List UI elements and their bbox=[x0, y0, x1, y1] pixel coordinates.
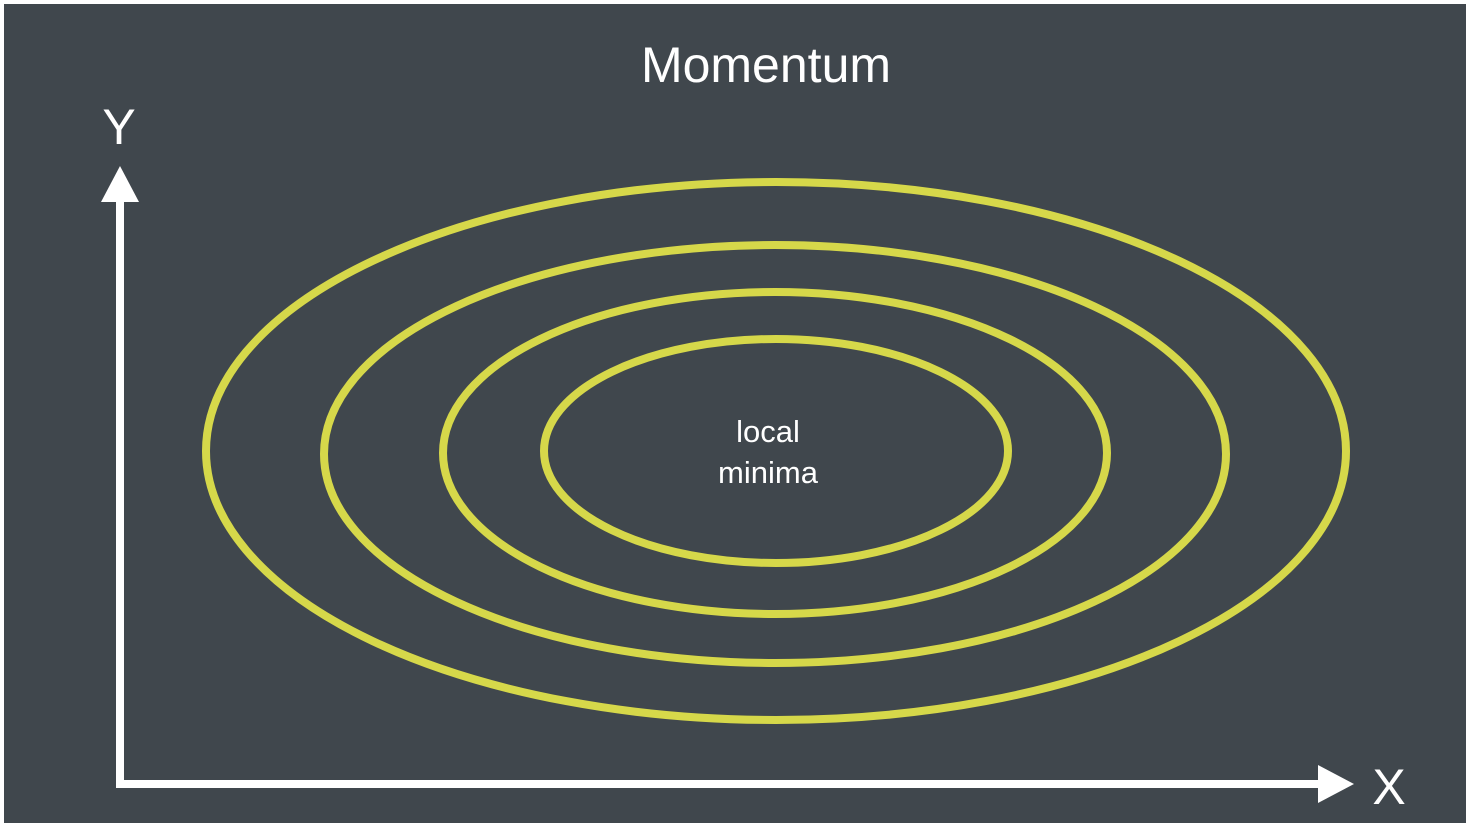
contour-ring-3 bbox=[320, 241, 1230, 667]
contour-ring-outer bbox=[202, 178, 1350, 724]
y-axis-label: Y bbox=[102, 99, 135, 155]
center-label-line2: minima bbox=[718, 455, 819, 490]
contour-group bbox=[202, 178, 1350, 724]
contour-ring-inner bbox=[540, 335, 1012, 567]
x-axis-label: X bbox=[1372, 759, 1405, 815]
x-axis: X bbox=[116, 759, 1406, 815]
diagram-title: Momentum bbox=[641, 37, 891, 93]
contour-diagram: Momentum local minima Y X bbox=[4, 4, 1466, 823]
y-axis-arrow-icon bbox=[101, 166, 139, 202]
x-axis-arrow-icon bbox=[1318, 765, 1354, 803]
y-axis: Y bbox=[101, 99, 139, 787]
center-label-line1: local bbox=[736, 414, 800, 449]
diagram-background bbox=[4, 4, 1466, 823]
contour-ring-2 bbox=[439, 288, 1111, 618]
